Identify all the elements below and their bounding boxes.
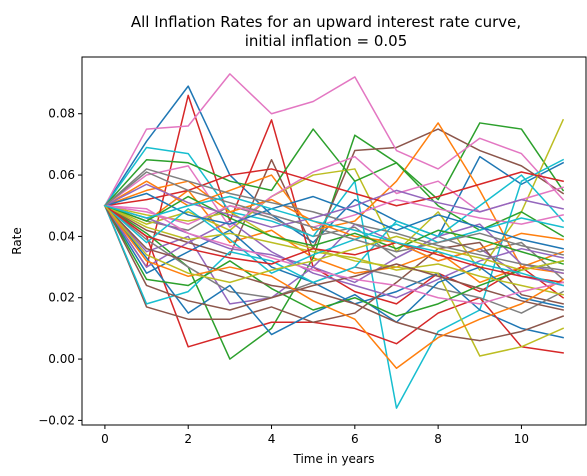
x-tick-label: 6: [351, 432, 359, 446]
series-line-37: [104, 204, 564, 305]
x-axis-ticks: 0 2 4 6 8 10: [101, 425, 529, 446]
x-tick-label: 2: [184, 432, 192, 446]
series-line-26: [103, 204, 565, 342]
series-line-13: [103, 128, 565, 238]
x-tick-label: 10: [514, 432, 529, 446]
series-line-16: [103, 204, 564, 324]
x-tick-label: 8: [434, 432, 442, 446]
series-line-23: [103, 204, 564, 317]
series-line-39: [103, 204, 564, 284]
series-line-38: [103, 171, 564, 256]
series-line-10: [103, 146, 565, 409]
series-line-2: [103, 189, 564, 284]
series-line-31: [103, 192, 564, 250]
series-line-24: [104, 168, 564, 207]
plot-frame: [81, 56, 587, 426]
series-line-27: [104, 198, 564, 228]
series-line-40: [103, 195, 565, 287]
x-tick-label: 0: [101, 432, 109, 446]
y-axis-ticks: −0.02 0.00 0.02 0.04 0.06 0.08: [38, 107, 82, 427]
x-axis-label: Time in years: [293, 452, 375, 466]
y-tick-label: 0.02: [48, 291, 75, 305]
series-lines: [103, 73, 565, 409]
series-line-34: [103, 204, 564, 284]
series-line-33: [103, 195, 565, 265]
chart-title-line-2: initial inflation = 0.05: [245, 32, 408, 50]
y-tick-label: 0.08: [48, 107, 75, 121]
series-line-35: [103, 183, 564, 228]
y-tick-label: 0.00: [48, 352, 75, 366]
y-tick-label: 0.06: [48, 168, 75, 182]
series-line-3: [103, 122, 565, 360]
x-tick-label: 4: [268, 432, 276, 446]
y-tick-label: −0.02: [38, 413, 75, 427]
series-line-7: [103, 73, 565, 207]
series-line-6: [103, 128, 565, 256]
series-line-36: [103, 204, 564, 311]
y-tick-label: 0.04: [48, 229, 75, 243]
chart-title-line-1: All Inflation Rates for an upward intere…: [131, 13, 521, 31]
series-line-28: [103, 168, 564, 271]
series-line-14: [103, 204, 564, 354]
series-line-11: [103, 204, 564, 339]
series-line-22: [103, 180, 564, 262]
series-line-5: [103, 204, 564, 305]
y-axis-label: Rate: [10, 227, 24, 255]
series-line-32: [103, 204, 565, 370]
series-line-30: [103, 204, 564, 274]
